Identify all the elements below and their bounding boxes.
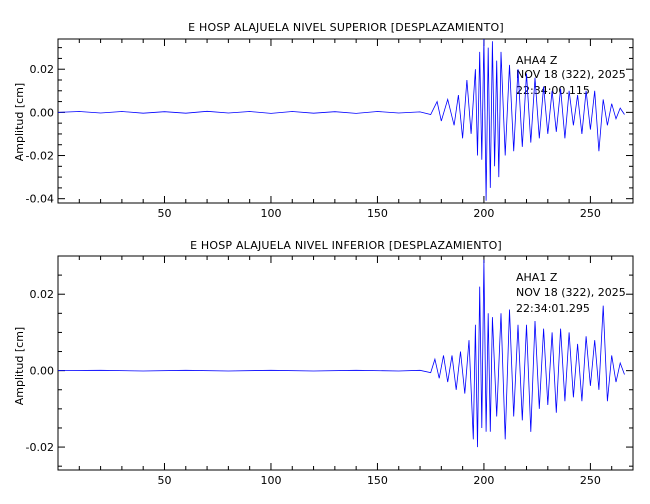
x-tick-label: 200 <box>473 207 494 220</box>
y-tick-label: -0.04 <box>26 193 54 206</box>
plot-frame <box>57 38 634 204</box>
x-tick-label: 250 <box>580 474 601 487</box>
x-tick-label: 50 <box>157 474 171 487</box>
plot-area: 50 100 150 200 250 -0.02 0.00 0.02 <box>26 255 634 487</box>
x-tick-label: 150 <box>367 207 388 220</box>
plot-area: 50 100 150 200 250 -0.04 -0.02 0.00 0.02 <box>26 38 634 220</box>
date-label: NOV 18 (322), 2025 <box>516 286 626 299</box>
y-tick-label: -0.02 <box>26 441 54 454</box>
y-tick-label: 0.00 <box>30 365 55 378</box>
y-tick-label: 0.00 <box>30 106 55 119</box>
station-label: AHA4 Z <box>516 54 558 67</box>
y-tick-label: 0.02 <box>30 63 55 76</box>
seismic-trace <box>57 259 625 448</box>
x-tick-label: 200 <box>473 474 494 487</box>
x-tick-label: 100 <box>260 207 281 220</box>
x-tick-label: 250 <box>580 207 601 220</box>
seismic-trace <box>57 38 625 201</box>
panel-bottom: E HOSP ALAJUELA NIVEL INFERIOR [DESPLAZA… <box>13 239 634 487</box>
x-tick-label: 100 <box>260 474 281 487</box>
date-label: NOV 18 (322), 2025 <box>516 68 626 81</box>
y-axis-label: Amplitud [cm] <box>13 83 26 161</box>
y-tick-label: 0.02 <box>30 288 55 301</box>
chart-title: E HOSP ALAJUELA NIVEL SUPERIOR [DESPLAZA… <box>188 21 504 34</box>
station-label: AHA1 Z <box>516 271 558 284</box>
time-label: 22:34:01.295 <box>516 302 590 315</box>
chart-title: E HOSP ALAJUELA NIVEL INFERIOR [DESPLAZA… <box>190 239 502 252</box>
x-tick-label: 50 <box>157 207 171 220</box>
panel-top: E HOSP ALAJUELA NIVEL SUPERIOR [DESPLAZA… <box>13 21 634 220</box>
y-tick-label: -0.02 <box>26 150 54 163</box>
plot-frame <box>57 255 634 471</box>
x-tick-label: 150 <box>367 474 388 487</box>
y-axis-label: Amplitud [cm] <box>13 327 26 405</box>
